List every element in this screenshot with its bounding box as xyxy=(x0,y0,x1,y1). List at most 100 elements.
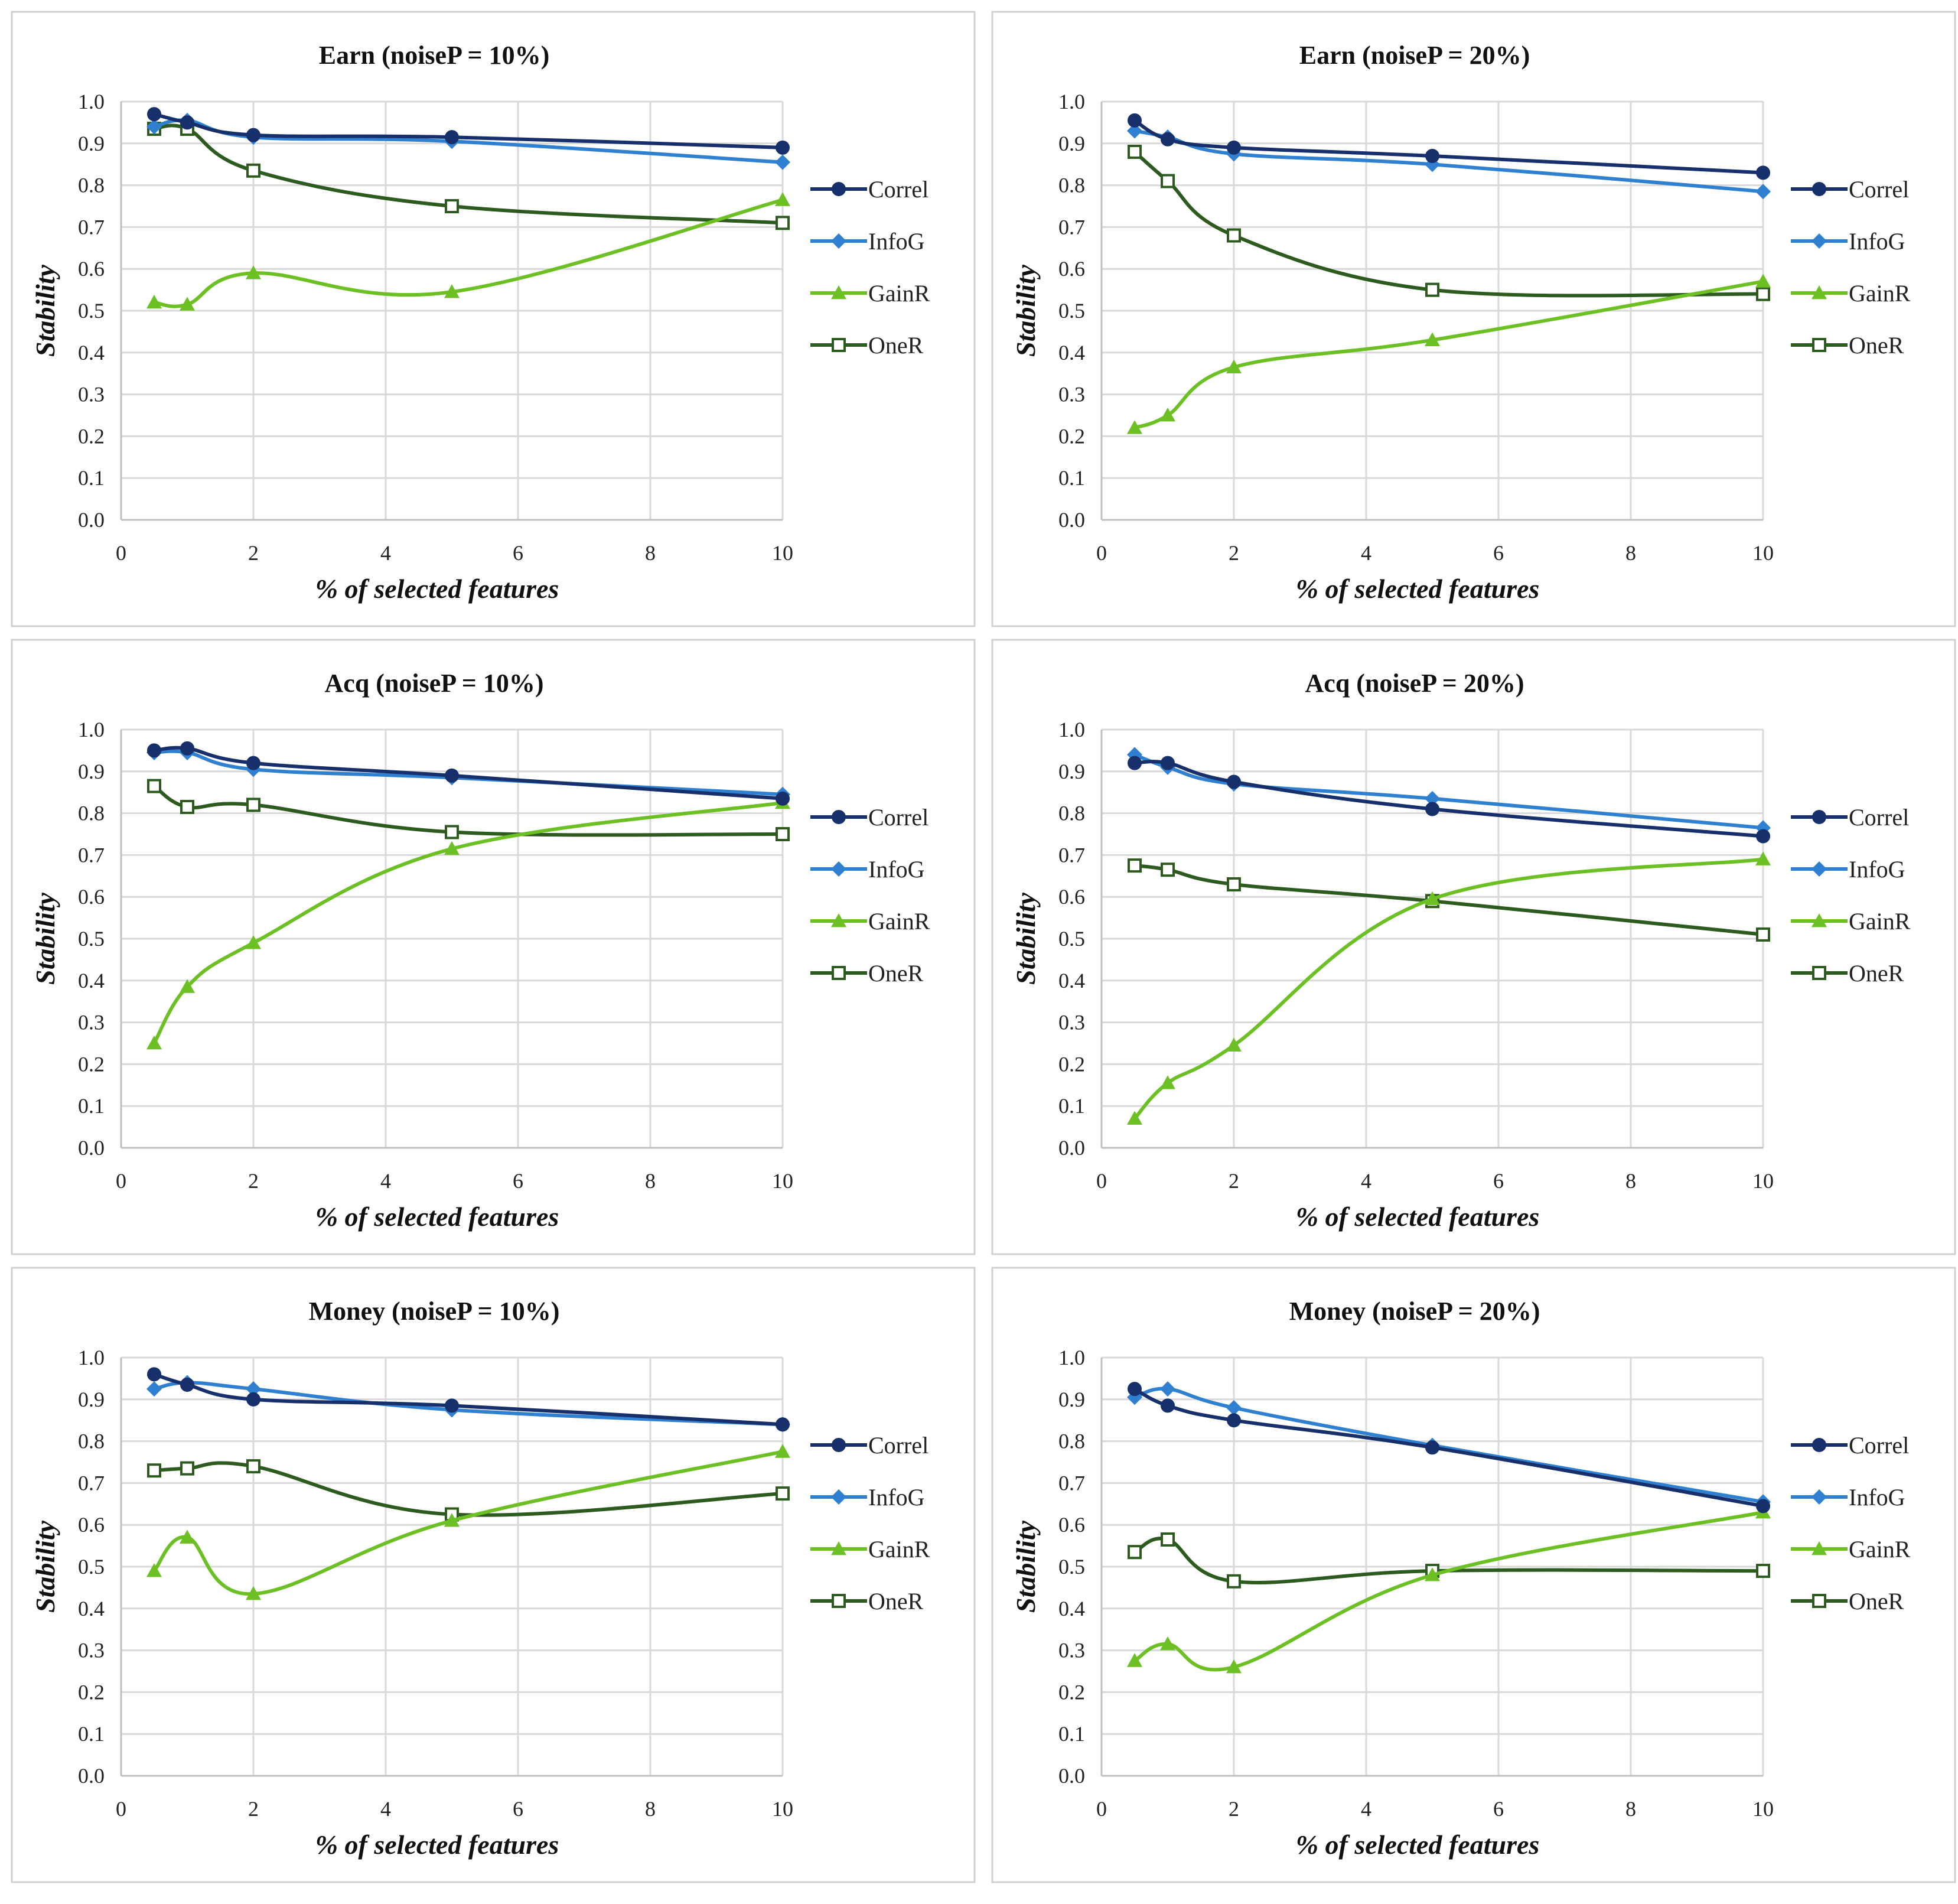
chart-title: Acq (noiseP = 20%) xyxy=(1305,669,1524,698)
legend-label: InfoG xyxy=(868,856,925,883)
y-tick-label: 0.3 xyxy=(1058,1011,1085,1034)
y-axis-label: Stability xyxy=(30,1520,60,1612)
legend-item-gainr: GainR xyxy=(1791,908,1911,935)
y-tick-label: 0.9 xyxy=(1058,132,1085,155)
data-point-oner xyxy=(1161,174,1175,188)
y-tick-label: 0.6 xyxy=(1058,1513,1085,1537)
data-point-gainr xyxy=(146,1036,162,1050)
series-correl xyxy=(1128,113,1770,180)
y-tick-label: 0.7 xyxy=(78,1471,105,1495)
legend-label: InfoG xyxy=(868,228,925,255)
chart-panel-4: Acq (noiseP = 20%) 0.0 0.1 0.2 0.3 0.4 0.5 0.6 0… xyxy=(991,639,1956,1255)
x-tick-label: 0 xyxy=(1096,541,1107,565)
legend-marker xyxy=(831,1489,846,1505)
data-point-correl xyxy=(1227,140,1241,155)
y-tick-label: 0.1 xyxy=(1058,466,1085,490)
y-axis-label: Stability xyxy=(1011,264,1041,356)
y-tick-label: 1.0 xyxy=(1058,1346,1085,1369)
data-point-gainr xyxy=(1160,408,1175,422)
y-tick-label: 0.7 xyxy=(1058,843,1085,867)
legend-item-infog: InfoG xyxy=(810,228,925,255)
data-point-correl xyxy=(1128,756,1142,770)
data-point-oner xyxy=(1756,1564,1770,1578)
x-axis-label: % of selected features xyxy=(315,574,559,604)
data-point-gainr xyxy=(1127,1653,1142,1667)
x-axis-label: % of selected features xyxy=(1296,574,1540,604)
y-tick-label: 0.6 xyxy=(78,1513,105,1537)
y-tick-label: 0.0 xyxy=(78,1764,105,1788)
legend-item-correl: Correl xyxy=(1791,1432,1909,1459)
x-tick-label: 4 xyxy=(380,1169,391,1193)
y-tick-label: 0.2 xyxy=(1058,1052,1085,1076)
legend-item-infog: InfoG xyxy=(1791,856,1905,883)
series-oner xyxy=(147,122,790,230)
data-point-oner xyxy=(776,827,790,841)
data-point-oner xyxy=(1227,228,1241,243)
x-tick-label: 10 xyxy=(772,541,793,565)
data-point-gainr xyxy=(1755,851,1771,865)
x-tick-label: 8 xyxy=(1625,541,1636,565)
data-point-correl xyxy=(1161,756,1175,770)
x-tick-label: 0 xyxy=(1096,1169,1107,1193)
x-tick-label: 8 xyxy=(1625,1797,1636,1821)
y-tick-label: 0.5 xyxy=(78,299,105,323)
legend-label: OneR xyxy=(1849,960,1904,987)
data-point-infog xyxy=(1160,1381,1175,1397)
x-tick-label: 2 xyxy=(1229,1169,1239,1193)
legend-marker xyxy=(832,966,846,980)
legend-item-infog: InfoG xyxy=(810,1484,925,1511)
legend-label: GainR xyxy=(1849,280,1911,307)
series-gainr xyxy=(1127,851,1771,1125)
data-point-oner xyxy=(1161,1532,1175,1547)
y-tick-label: 0.4 xyxy=(78,1597,105,1620)
panel-border xyxy=(991,11,1956,627)
series-oner xyxy=(1128,144,1770,301)
legend-label: Correl xyxy=(868,1432,928,1459)
data-point-correl xyxy=(1756,1499,1770,1514)
data-point-gainr xyxy=(1226,1037,1242,1052)
x-tick-label: 2 xyxy=(1229,1797,1239,1821)
data-point-gainr xyxy=(444,841,460,855)
chart-panel-1: Earn (noiseP = 10%) 0.0 0.1 0.2 0.3 0.4 0.5 0.6… xyxy=(11,11,976,627)
series-line-gainr xyxy=(1133,857,1765,1121)
data-point-correl xyxy=(1756,165,1770,180)
series-gainr xyxy=(146,1444,790,1600)
legend-marker xyxy=(832,338,846,352)
y-tick-label: 0.4 xyxy=(1058,341,1085,364)
panel-border xyxy=(11,639,976,1255)
y-axis-label: Stability xyxy=(1011,892,1041,984)
series-correl xyxy=(1128,1382,1770,1514)
x-axis-label: % of selected features xyxy=(1296,1830,1540,1860)
panel-border xyxy=(11,1267,976,1883)
series-oner xyxy=(147,779,790,841)
chart-title: Earn (noiseP = 10%) xyxy=(319,41,550,70)
series-line-oner xyxy=(1133,150,1765,298)
legend-marker xyxy=(832,810,846,824)
y-tick-label: 0.6 xyxy=(1058,257,1085,281)
data-point-correl xyxy=(180,1378,194,1392)
data-point-correl xyxy=(776,791,790,806)
series-infog xyxy=(146,112,790,170)
panel-border xyxy=(991,639,1956,1255)
y-tick-label: 0.6 xyxy=(78,885,105,909)
series-correl xyxy=(147,741,790,806)
data-point-oner xyxy=(147,779,161,793)
chart-title: Earn (noiseP = 20%) xyxy=(1299,41,1530,70)
series-line-correl xyxy=(152,746,784,800)
data-point-infog xyxy=(775,154,790,170)
y-tick-label: 0.1 xyxy=(78,1094,105,1118)
series-oner xyxy=(1128,1532,1770,1589)
x-tick-label: 4 xyxy=(380,1797,391,1821)
y-tick-label: 0.8 xyxy=(1058,802,1085,825)
x-tick-label: 4 xyxy=(1361,1169,1371,1193)
panel-border xyxy=(11,11,976,627)
legend-label: OneR xyxy=(1849,332,1904,359)
panel-border xyxy=(991,1267,1956,1883)
x-tick-label: 6 xyxy=(1493,541,1504,565)
x-tick-label: 4 xyxy=(1361,541,1371,565)
legend-marker xyxy=(1812,966,1826,980)
data-point-gainr xyxy=(1755,274,1771,288)
x-axis-label: % of selected features xyxy=(315,1830,559,1860)
x-tick-label: 6 xyxy=(1493,1797,1504,1821)
